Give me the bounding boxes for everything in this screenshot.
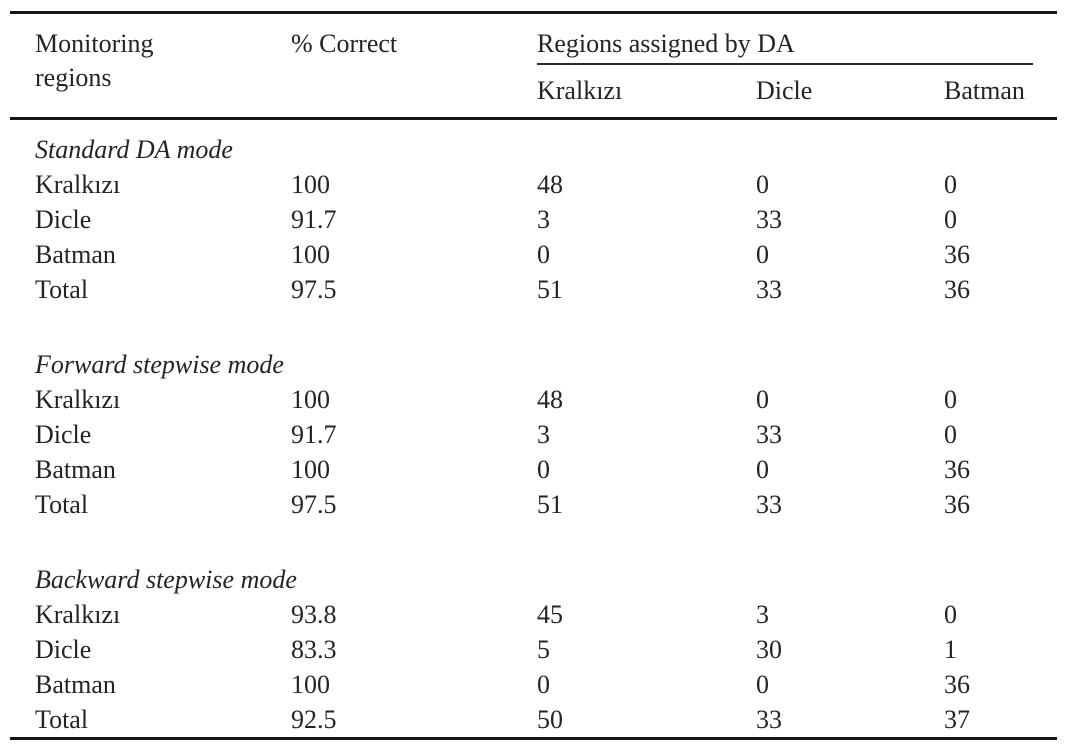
assigned-dicle-cell: 0 xyxy=(756,170,769,199)
assigned-dicle-cell: 0 xyxy=(756,670,769,699)
col-group-header-regions-assigned: Regions assigned by DA xyxy=(512,13,1057,65)
row-label-cell: Dicle xyxy=(35,420,92,449)
assigned-batman-cell: 0 xyxy=(944,205,957,234)
row-label-cell: Kralkızı xyxy=(35,385,121,414)
col-group-header-label: Regions assigned by DA xyxy=(537,29,795,58)
assigned-kralkizi-cell: 0 xyxy=(537,455,550,484)
assigned-dicle-cell: 0 xyxy=(756,240,769,269)
percent-correct-cell: 100 xyxy=(291,240,330,269)
assigned-batman-cell: 0 xyxy=(944,600,957,629)
percent-correct-cell: 92.5 xyxy=(291,705,337,734)
table-row: Total 97.5 51 33 36 xyxy=(10,272,1057,307)
header-row-top: Monitoring regions % Correct Regions ass… xyxy=(10,13,1057,92)
table-row: Dicle 91.7 3 33 0 xyxy=(10,202,1057,237)
assigned-dicle-cell: 33 xyxy=(756,705,782,734)
row-label-cell: Batman xyxy=(35,240,116,269)
assigned-batman-cell: 37 xyxy=(944,705,970,734)
assigned-kralkizi-cell: 51 xyxy=(537,490,563,519)
row-label-cell: Dicle xyxy=(35,205,92,234)
assigned-kralkizi-cell: 45 xyxy=(537,600,563,629)
percent-correct-cell: 97.5 xyxy=(291,490,337,519)
percent-correct-cell: 91.7 xyxy=(291,420,337,449)
da-classification-table: Monitoring regions % Correct Regions ass… xyxy=(10,11,1058,740)
assigned-kralkizi-cell: 48 xyxy=(537,385,563,414)
percent-correct-cell: 100 xyxy=(291,170,330,199)
section-title: Standard DA mode xyxy=(35,135,233,164)
subcol-header-dicle: Dicle xyxy=(756,76,813,105)
table-row: Dicle 83.3 5 30 1 xyxy=(10,632,1057,667)
assigned-batman-cell: 36 xyxy=(944,275,970,304)
assigned-batman-cell: 36 xyxy=(944,670,970,699)
row-label-cell: Total xyxy=(35,275,89,304)
col-header-monitoring-regions-label: Monitoring regions xyxy=(35,29,154,92)
assigned-batman-cell: 36 xyxy=(944,240,970,269)
section-heading-row: Forward stepwise mode xyxy=(10,307,1057,382)
table-row: Total 97.5 51 33 36 xyxy=(10,487,1057,522)
section-heading-row: Backward stepwise mode xyxy=(10,522,1057,597)
row-label-cell: Kralkızı xyxy=(35,600,121,629)
assigned-kralkizi-cell: 0 xyxy=(537,670,550,699)
assigned-batman-cell: 0 xyxy=(944,170,957,199)
table-row: Kralkızı 100 48 0 0 xyxy=(10,167,1057,202)
row-label-cell: Batman xyxy=(35,670,116,699)
row-label-cell: Kralkızı xyxy=(35,170,121,199)
percent-correct-cell: 100 xyxy=(291,670,330,699)
assigned-dicle-cell: 30 xyxy=(756,635,782,664)
percent-correct-cell: 91.7 xyxy=(291,205,337,234)
assigned-kralkizi-cell: 50 xyxy=(537,705,563,734)
table-row: Batman 100 0 0 36 xyxy=(10,237,1057,272)
assigned-kralkizi-cell: 5 xyxy=(537,635,550,664)
column-group-spanner-rule xyxy=(537,63,1034,65)
assigned-kralkizi-cell: 0 xyxy=(537,240,550,269)
col-header-percent-correct-label: % Correct xyxy=(291,29,398,58)
table-row: Dicle 91.7 3 33 0 xyxy=(10,417,1057,452)
assigned-dicle-cell: 33 xyxy=(756,490,782,519)
percent-correct-cell: 97.5 xyxy=(291,275,337,304)
assigned-kralkizi-cell: 48 xyxy=(537,170,563,199)
subcol-header-kralkizi: Kralkızı xyxy=(537,76,623,105)
col-header-monitoring-regions: Monitoring regions xyxy=(10,13,266,119)
row-label-cell: Batman xyxy=(35,455,116,484)
table-row: Batman 100 0 0 36 xyxy=(10,667,1057,702)
assigned-batman-cell: 0 xyxy=(944,385,957,414)
header-row-sub: Kralkızı Dicle Batman xyxy=(10,65,1057,119)
percent-correct-cell: 83.3 xyxy=(291,635,337,664)
section-heading-row: Standard DA mode xyxy=(10,119,1057,168)
col-header-percent-correct: % Correct xyxy=(266,13,512,119)
table-row: Kralkızı 100 48 0 0 xyxy=(10,382,1057,417)
assigned-dicle-cell: 3 xyxy=(756,600,769,629)
row-label-cell: Dicle xyxy=(35,635,92,664)
assigned-batman-cell: 36 xyxy=(944,455,970,484)
row-label-cell: Total xyxy=(35,705,89,734)
table-row: Total 92.5 50 33 37 xyxy=(10,702,1057,739)
table-header: Monitoring regions % Correct Regions ass… xyxy=(10,13,1058,119)
percent-correct-cell: 100 xyxy=(291,385,330,414)
section-title: Forward stepwise mode xyxy=(35,350,284,379)
assigned-dicle-cell: 33 xyxy=(756,205,782,234)
table-row: Batman 100 0 0 36 xyxy=(10,452,1057,487)
table-row: Kralkızı 93.8 45 3 0 xyxy=(10,597,1057,632)
assigned-kralkizi-cell: 3 xyxy=(537,420,550,449)
assigned-kralkizi-cell: 3 xyxy=(537,205,550,234)
section-title: Backward stepwise mode xyxy=(35,565,297,594)
row-label-cell: Total xyxy=(35,490,89,519)
assigned-kralkizi-cell: 51 xyxy=(537,275,563,304)
percent-correct-cell: 93.8 xyxy=(291,600,337,629)
assigned-dicle-cell: 33 xyxy=(756,420,782,449)
assigned-dicle-cell: 0 xyxy=(756,455,769,484)
subcol-header-batman: Batman xyxy=(944,76,1025,105)
assigned-batman-cell: 36 xyxy=(944,490,970,519)
assigned-dicle-cell: 33 xyxy=(756,275,782,304)
assigned-dicle-cell: 0 xyxy=(756,385,769,414)
assigned-batman-cell: 1 xyxy=(944,635,957,664)
percent-correct-cell: 100 xyxy=(291,455,330,484)
table-body: Standard DA mode Kralkızı 100 48 0 0 Dicle 91.7… xyxy=(10,119,1057,739)
assigned-batman-cell: 0 xyxy=(944,420,957,449)
